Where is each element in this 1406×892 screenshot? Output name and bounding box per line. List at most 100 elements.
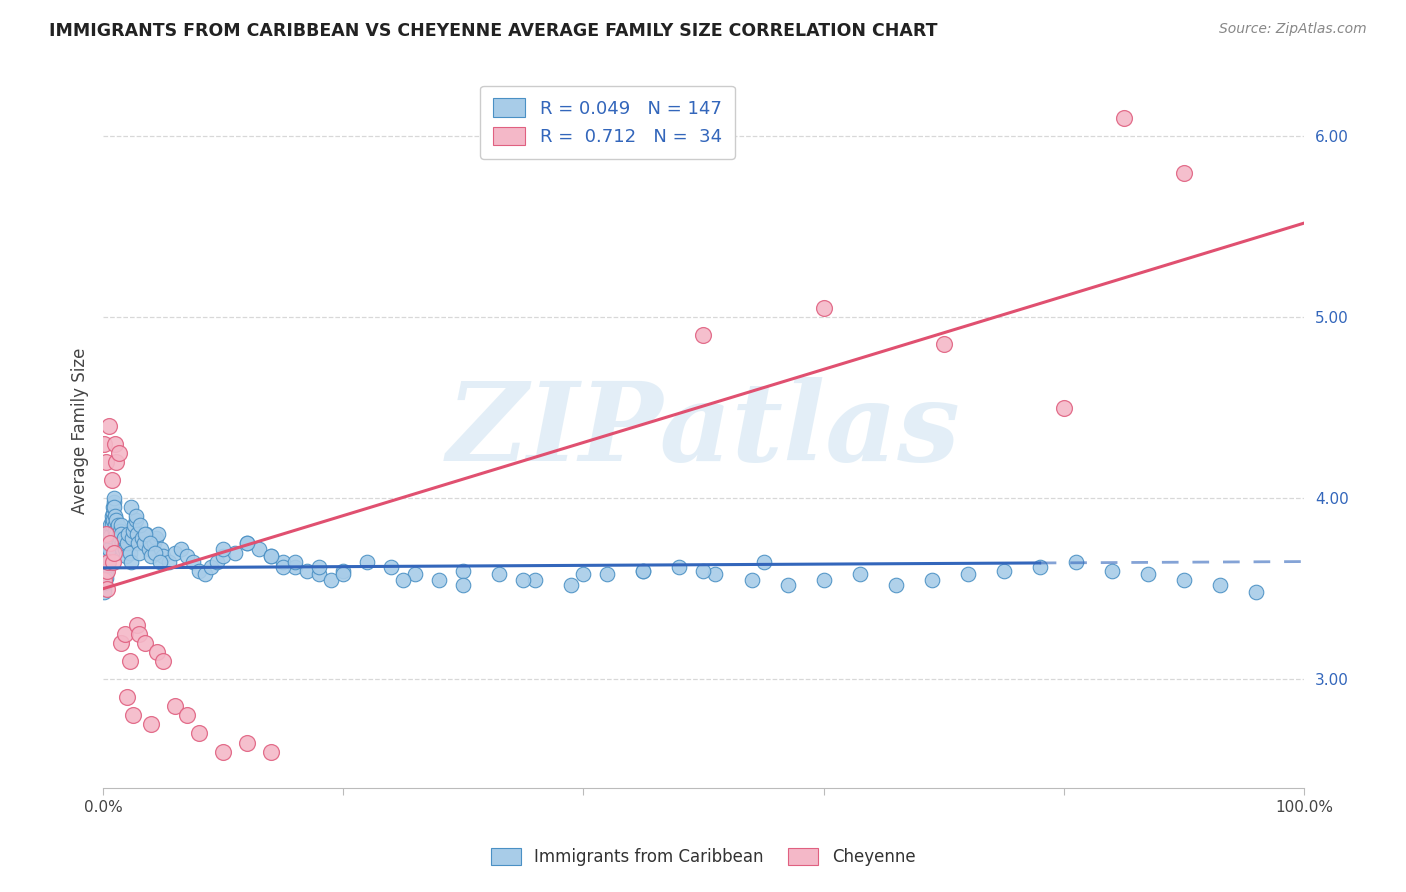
Point (145, 531, 167, 545)
Point (103, 491, 125, 506)
Point (247, 541, 270, 556)
Point (1136, 567, 1159, 582)
Point (94, 564, 117, 578)
Point (260, 745, 283, 759)
Point (236, 735, 259, 749)
Point (141, 717, 163, 731)
Point (692, 328, 714, 343)
Point (128, 545, 150, 559)
Point (692, 564, 714, 578)
Point (129, 518, 152, 533)
Point (96, 558, 118, 573)
Legend: Immigrants from Caribbean, Cheyenne: Immigrants from Caribbean, Cheyenne (484, 841, 922, 873)
Point (152, 654, 174, 668)
Point (813, 301, 835, 316)
Y-axis label: Average Family Size: Average Family Size (72, 347, 89, 514)
Point (308, 560, 330, 574)
Point (884, 578, 907, 592)
Point (96, 582, 118, 596)
Point (560, 578, 582, 592)
Point (124, 509, 146, 524)
Point (752, 555, 775, 569)
Point (139, 536, 162, 550)
Point (212, 745, 235, 759)
Point (120, 555, 142, 569)
Point (107, 446, 129, 460)
Point (94, 455, 117, 469)
Point (212, 549, 235, 563)
Point (93, 585, 115, 599)
Point (776, 578, 799, 592)
Point (146, 645, 169, 659)
Point (668, 560, 690, 574)
Point (124, 518, 146, 533)
Point (152, 549, 174, 563)
Point (107, 527, 129, 541)
Point (115, 549, 138, 563)
Point (200, 560, 222, 574)
Point (107, 531, 129, 545)
Point (134, 527, 156, 541)
Point (176, 708, 198, 723)
Point (848, 567, 870, 582)
Point (122, 708, 145, 723)
Point (101, 506, 124, 520)
Point (165, 699, 187, 714)
Point (98, 536, 121, 550)
Point (284, 555, 307, 569)
Point (236, 536, 259, 550)
Point (110, 518, 132, 533)
Point (93, 582, 115, 596)
Point (1101, 564, 1123, 578)
Point (165, 545, 187, 559)
Point (120, 500, 142, 515)
Point (100, 473, 122, 487)
Point (98, 418, 121, 433)
Point (104, 518, 127, 533)
Point (135, 527, 157, 541)
Point (104, 437, 127, 451)
Point (1064, 555, 1087, 569)
Point (1112, 112, 1135, 126)
Point (112, 531, 135, 545)
Point (107, 518, 129, 533)
Point (188, 726, 211, 740)
Point (118, 545, 141, 559)
Point (94, 567, 117, 582)
Point (236, 536, 259, 550)
Point (356, 555, 378, 569)
Point (427, 573, 450, 587)
Point (101, 555, 124, 569)
Point (149, 541, 172, 556)
Point (127, 536, 149, 550)
Point (260, 549, 283, 563)
Point (110, 636, 132, 650)
Point (96, 555, 118, 569)
Point (453, 564, 475, 578)
Point (138, 541, 160, 556)
Point (93, 573, 115, 587)
Point (170, 541, 193, 556)
Point (97, 555, 120, 569)
Point (93, 576, 115, 591)
Point (271, 555, 294, 569)
Point (100, 513, 122, 527)
Text: IMMIGRANTS FROM CARIBBEAN VS CHEYENNE AVERAGE FAMILY SIZE CORRELATION CHART: IMMIGRANTS FROM CARIBBEAN VS CHEYENNE AV… (49, 22, 938, 40)
Point (1028, 560, 1050, 574)
Point (122, 524, 145, 538)
Point (125, 527, 148, 541)
Point (148, 527, 170, 541)
Point (98, 536, 121, 550)
Point (100, 518, 122, 533)
Text: ZIPatlas: ZIPatlas (447, 376, 960, 484)
Point (101, 513, 124, 527)
Point (98, 529, 121, 543)
Point (96, 564, 118, 578)
Point (704, 567, 727, 582)
Point (132, 536, 155, 550)
Point (104, 509, 127, 524)
Point (633, 564, 655, 578)
Point (96, 549, 118, 563)
Point (104, 524, 127, 538)
Point (932, 337, 955, 351)
